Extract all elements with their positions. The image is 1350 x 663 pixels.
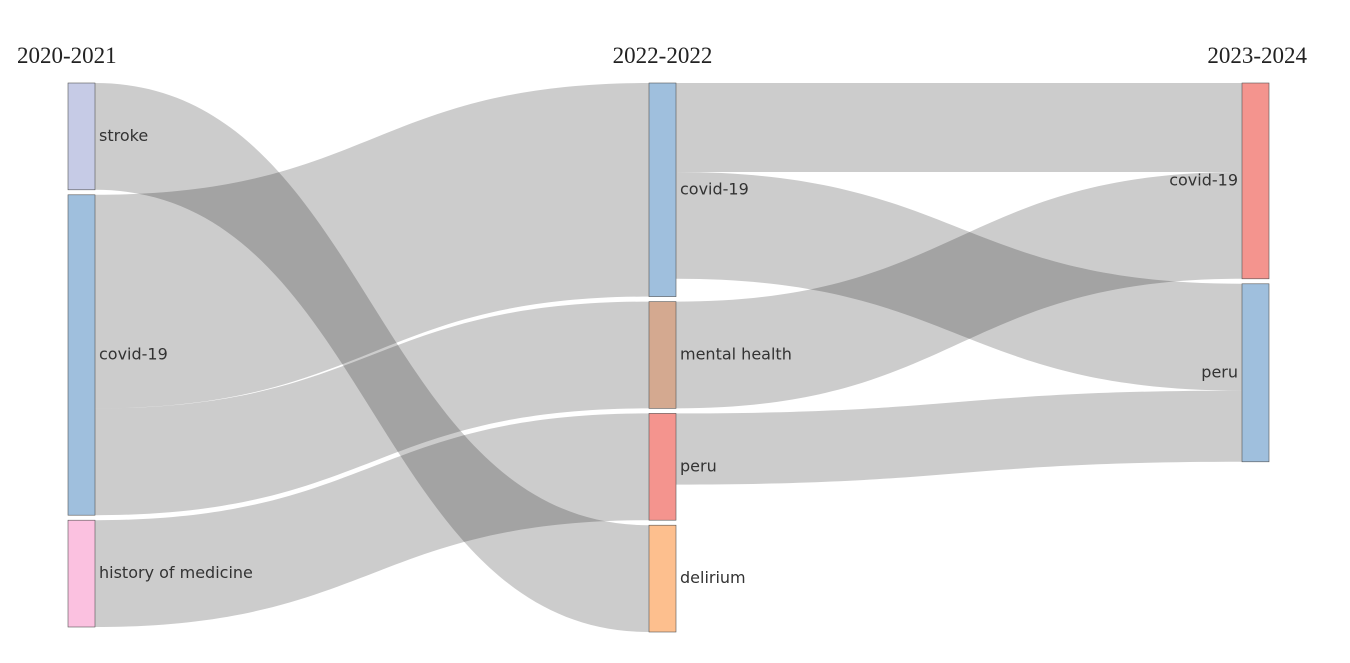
column-header: 2020-2021 — [17, 43, 117, 68]
link — [676, 83, 1242, 172]
node — [648, 524, 677, 633]
column-header: 2023-2024 — [1207, 43, 1307, 68]
link — [95, 83, 649, 409]
node — [67, 82, 96, 191]
node-label: mental health — [680, 345, 792, 364]
node-label: stroke — [99, 126, 148, 145]
link — [95, 413, 649, 627]
node — [67, 194, 96, 516]
node — [648, 82, 677, 297]
node-label: delirium — [680, 568, 746, 587]
node — [1241, 82, 1270, 280]
link — [676, 172, 1242, 409]
node — [1241, 283, 1270, 463]
node — [648, 413, 677, 521]
link — [95, 301, 649, 516]
node-label: covid-19 — [680, 179, 749, 198]
link — [676, 390, 1242, 485]
link — [676, 172, 1242, 391]
node-label: peru — [1201, 362, 1238, 381]
node-label: covid-19 — [99, 345, 168, 364]
node — [67, 519, 96, 628]
node-label: peru — [680, 456, 717, 475]
link — [95, 83, 649, 632]
node-label: history of medicine — [99, 563, 253, 582]
node-label: covid-19 — [1169, 170, 1238, 189]
column-header: 2022-2022 — [613, 43, 713, 68]
node — [648, 301, 677, 409]
